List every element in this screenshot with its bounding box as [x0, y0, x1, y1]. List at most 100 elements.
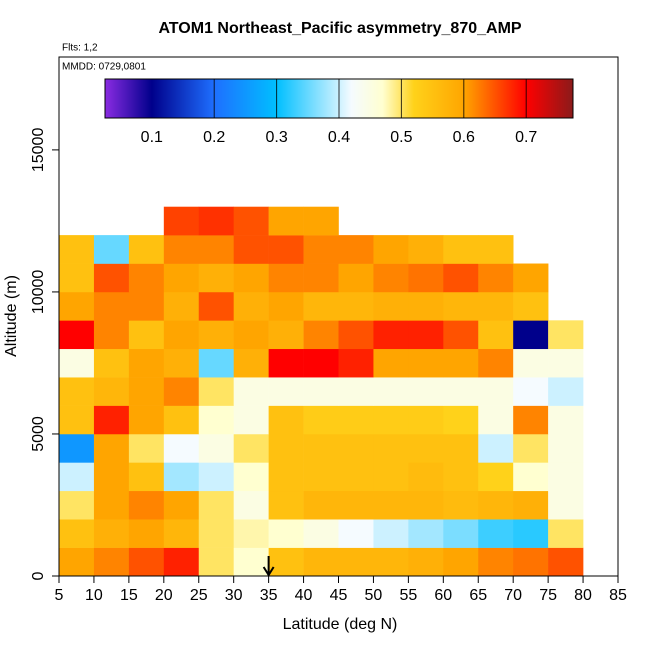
colorbar-strip	[165, 79, 167, 118]
heat-cell	[338, 547, 374, 577]
colorbar-strip	[397, 79, 399, 118]
heat-cell	[233, 433, 269, 463]
colorbar-strip	[348, 79, 350, 118]
colorbar-strip	[222, 79, 224, 118]
colorbar-strip	[308, 79, 310, 118]
colorbar-strip	[485, 79, 487, 118]
colorbar-strip	[306, 79, 308, 118]
colorbar-strip	[373, 79, 375, 118]
colorbar-strip	[543, 79, 545, 118]
colorbar-strip	[339, 79, 341, 118]
colorbar-strip	[530, 79, 532, 118]
heat-cell	[548, 377, 584, 406]
colorbar-strip	[505, 79, 507, 118]
colorbar-strip	[294, 79, 296, 118]
colorbar-strip	[235, 79, 237, 118]
colorbar-strip	[480, 79, 482, 118]
colorbar-strip	[122, 79, 124, 118]
heat-cell	[373, 348, 409, 378]
colorbar-strip	[107, 79, 109, 118]
heat-cell	[513, 519, 549, 548]
colorbar-strip	[520, 79, 522, 118]
colorbar-strip	[203, 79, 205, 118]
heat-cell	[163, 519, 200, 548]
colorbar-strip	[114, 79, 116, 118]
colorbar-strip	[168, 79, 170, 118]
colorbar-strip	[223, 79, 225, 118]
heat-cell	[233, 235, 269, 264]
colorbar-strip	[207, 79, 209, 118]
colorbar-strip	[316, 79, 318, 118]
colorbar-strip	[493, 79, 495, 118]
colorbar-strip	[489, 79, 491, 118]
colorbar-strip	[522, 79, 524, 118]
colorbar-strip	[237, 79, 239, 118]
colorbar-strip	[529, 79, 531, 118]
colorbar-strip	[430, 79, 432, 118]
colorbar-strip	[154, 79, 156, 118]
heat-cell	[163, 206, 200, 236]
colorbar-strip	[181, 79, 183, 118]
colorbar-strip	[468, 79, 470, 118]
heat-cell	[338, 490, 374, 520]
colorbar-strip	[152, 79, 154, 118]
colorbar-strip	[567, 79, 569, 118]
colorbar-strip	[269, 79, 271, 118]
colorbar-strip	[141, 79, 143, 118]
x-tick-label: 10	[85, 587, 103, 604]
colorbar-strip	[501, 79, 503, 118]
heat-cell	[268, 348, 304, 378]
colorbar-strip	[448, 79, 450, 118]
colorbar-strip	[158, 79, 160, 118]
colorbar-strip	[335, 79, 337, 118]
heat-cell	[443, 320, 479, 350]
colorbar-strip	[457, 79, 459, 118]
colorbar-strip	[263, 79, 265, 118]
colorbar-strip	[345, 79, 347, 118]
colorbar-strip	[243, 79, 245, 118]
colorbar-strip	[414, 79, 416, 118]
colorbar-strip	[367, 79, 369, 118]
colorbar-strip	[366, 79, 368, 118]
colorbar-strip	[205, 79, 207, 118]
heat-cell	[198, 547, 234, 577]
colorbar-strip	[161, 79, 163, 118]
colorbar-strip	[110, 79, 112, 118]
colorbar-strip	[200, 79, 202, 118]
colorbar-strip	[394, 79, 396, 118]
colorbar-strip	[563, 79, 565, 118]
colorbar-strip	[116, 79, 118, 118]
heat-cell	[128, 348, 165, 378]
colorbar-strip	[392, 79, 394, 118]
colorbar-strip	[169, 79, 171, 118]
colorbar-strip	[550, 79, 552, 118]
heat-cell	[93, 377, 130, 406]
heat-cell	[373, 433, 409, 463]
colorbar-strip	[333, 79, 335, 118]
colorbar-strip	[215, 79, 217, 118]
colorbar-strip	[371, 79, 373, 118]
heat-cell	[513, 320, 549, 350]
colorbar-strip	[118, 79, 120, 118]
colorbar-strip	[347, 79, 349, 118]
heat-cell	[513, 377, 549, 406]
colorbar-strip	[322, 79, 324, 118]
colorbar-strip	[513, 79, 515, 118]
colorbar-strip	[378, 79, 380, 118]
colorbar-strip	[125, 79, 127, 118]
colorbar-strip	[334, 79, 336, 118]
colorbar-strip	[160, 79, 162, 118]
colorbar-strip	[128, 79, 130, 118]
heat-cell	[373, 490, 409, 520]
heat-cell	[478, 263, 514, 293]
colorbar-strip	[475, 79, 477, 118]
colorbar-strip	[486, 79, 488, 118]
colorbar-strip	[456, 79, 458, 118]
colorbar-tick-label: 0.5	[390, 129, 412, 146]
colorbar-strip	[264, 79, 266, 118]
colorbar-strip	[541, 79, 543, 118]
colorbar-strip	[374, 79, 376, 118]
colorbar-strip	[490, 79, 492, 118]
heat-cell	[93, 519, 130, 548]
colorbar-strip	[221, 79, 223, 118]
